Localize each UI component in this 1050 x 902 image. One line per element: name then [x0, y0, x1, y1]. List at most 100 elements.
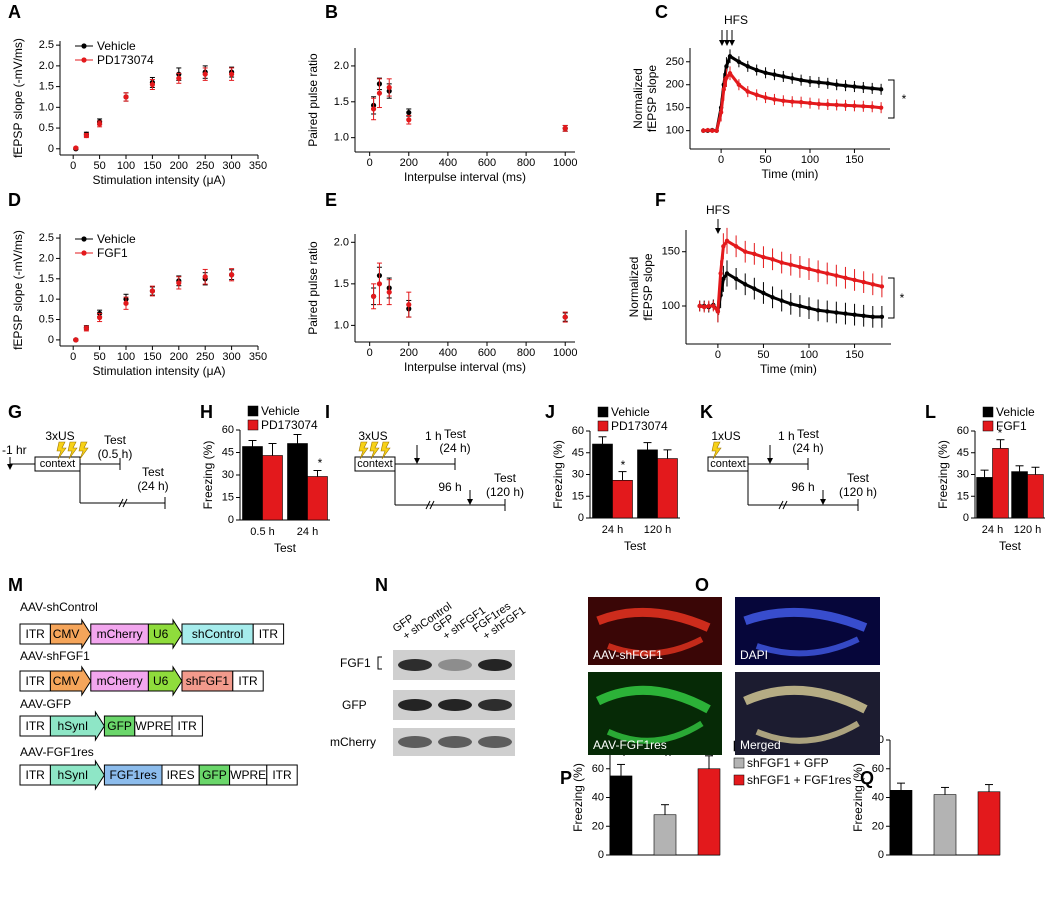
legend-label: PD173074	[97, 53, 154, 67]
point	[861, 85, 866, 90]
point	[770, 295, 775, 300]
y-tick-label: 15	[222, 492, 234, 504]
x-axis-label: Interpulse interval (ms)	[404, 170, 526, 184]
delay-label: 96 h	[438, 480, 461, 494]
delay-label: 1 h	[425, 429, 442, 443]
element-label: mCherry	[97, 674, 143, 688]
point	[843, 103, 848, 108]
point	[710, 128, 715, 133]
point	[176, 280, 182, 286]
y-axis-label: Paired pulse ratio	[306, 241, 320, 335]
legend-label: PD173074	[261, 418, 318, 432]
test-label: (24 h)	[792, 441, 823, 455]
legend-swatch	[982, 406, 994, 418]
y-tick-label: 150	[666, 102, 684, 114]
y-tick-label: 0	[48, 334, 54, 346]
x-tick-label: 24 h	[297, 526, 318, 538]
test-label: Test	[494, 471, 517, 485]
point	[733, 244, 739, 249]
point	[779, 298, 784, 303]
legend-label: shFGF1 + GFP	[747, 756, 829, 770]
element-label: hSynI	[58, 768, 89, 782]
point	[879, 314, 885, 320]
x-tick-label: 24 h	[982, 524, 1003, 536]
legend-swatch	[597, 406, 609, 418]
point	[149, 288, 155, 294]
point	[736, 82, 742, 87]
x-tick-label: 1000	[553, 157, 577, 169]
point	[825, 309, 830, 314]
point	[834, 82, 839, 87]
construct-element	[266, 764, 298, 786]
y-tick-label: 1.0	[334, 319, 349, 331]
y-tick-label: 15	[957, 490, 969, 502]
legend-label: PD173074	[611, 419, 668, 433]
point	[376, 281, 383, 287]
lightning	[56, 441, 67, 460]
blot-band	[438, 736, 472, 748]
timeline	[122, 498, 128, 508]
construct-element	[147, 665, 183, 697]
panel-letter: F	[655, 190, 666, 210]
lightning	[380, 441, 391, 460]
hippocampus	[606, 720, 704, 744]
construct-name: AAV-shFGF1	[20, 649, 90, 663]
hippocampus	[595, 685, 711, 714]
test-label: (0.5 h)	[98, 447, 133, 461]
lightning	[67, 441, 78, 460]
legend-marker	[81, 250, 87, 256]
test-label: (120 h)	[839, 485, 877, 499]
element-label: WPRE	[230, 768, 266, 782]
context-box	[34, 456, 81, 472]
y-tick-label: 0	[598, 849, 604, 861]
y-axis-label: fEPSP slope	[641, 253, 655, 320]
element-label: U6	[153, 674, 169, 688]
point	[701, 128, 706, 133]
bar	[609, 775, 633, 856]
legend-swatch	[733, 757, 745, 769]
legend-swatch	[733, 774, 745, 786]
annotation: *	[318, 456, 323, 470]
row-bracket	[377, 656, 382, 670]
y-tick-label: 45	[572, 447, 584, 459]
point	[879, 284, 885, 289]
point	[733, 276, 739, 282]
construct-name: AAV-GFP	[20, 697, 71, 711]
timeline	[118, 498, 124, 508]
x-tick-label: 100	[801, 154, 819, 166]
legend-label: FGF1	[996, 419, 1027, 433]
panel-letter: J	[545, 402, 555, 422]
point	[721, 87, 726, 92]
image-label: AAV-FGF1res	[593, 738, 667, 752]
x-axis-label: Stimulation intensity (μA)	[93, 364, 226, 378]
x-tick-label: 350	[249, 160, 267, 172]
hfs-arrow-head	[729, 40, 735, 46]
legend-label: Vehicle	[261, 404, 300, 418]
point	[870, 282, 875, 287]
y-tick-label: 2.0	[334, 236, 349, 248]
x-tick-label: 100	[800, 349, 818, 361]
x-tick-label: 0	[715, 349, 721, 361]
point	[870, 86, 875, 91]
point	[798, 99, 804, 105]
legend-label: Vehicle	[996, 405, 1035, 419]
y-axis-label: Normalized	[627, 257, 641, 318]
y-tick-label: 200	[666, 79, 684, 91]
point	[825, 271, 830, 276]
point	[763, 95, 768, 100]
point	[123, 94, 129, 100]
annotation: *	[900, 291, 905, 305]
test-label: (120 h)	[486, 485, 524, 499]
y-tick-label: 1.5	[39, 273, 54, 285]
bar	[889, 790, 913, 856]
bar	[1027, 474, 1044, 519]
blot-band	[478, 699, 512, 711]
point	[816, 80, 822, 85]
legend-swatch	[597, 420, 609, 432]
y-tick-label: 30	[572, 469, 584, 481]
point	[721, 244, 726, 249]
x-tick-label: 0	[70, 160, 76, 172]
legend-marker	[81, 236, 87, 242]
point	[852, 84, 857, 89]
hfs-arrow-head	[719, 40, 725, 46]
